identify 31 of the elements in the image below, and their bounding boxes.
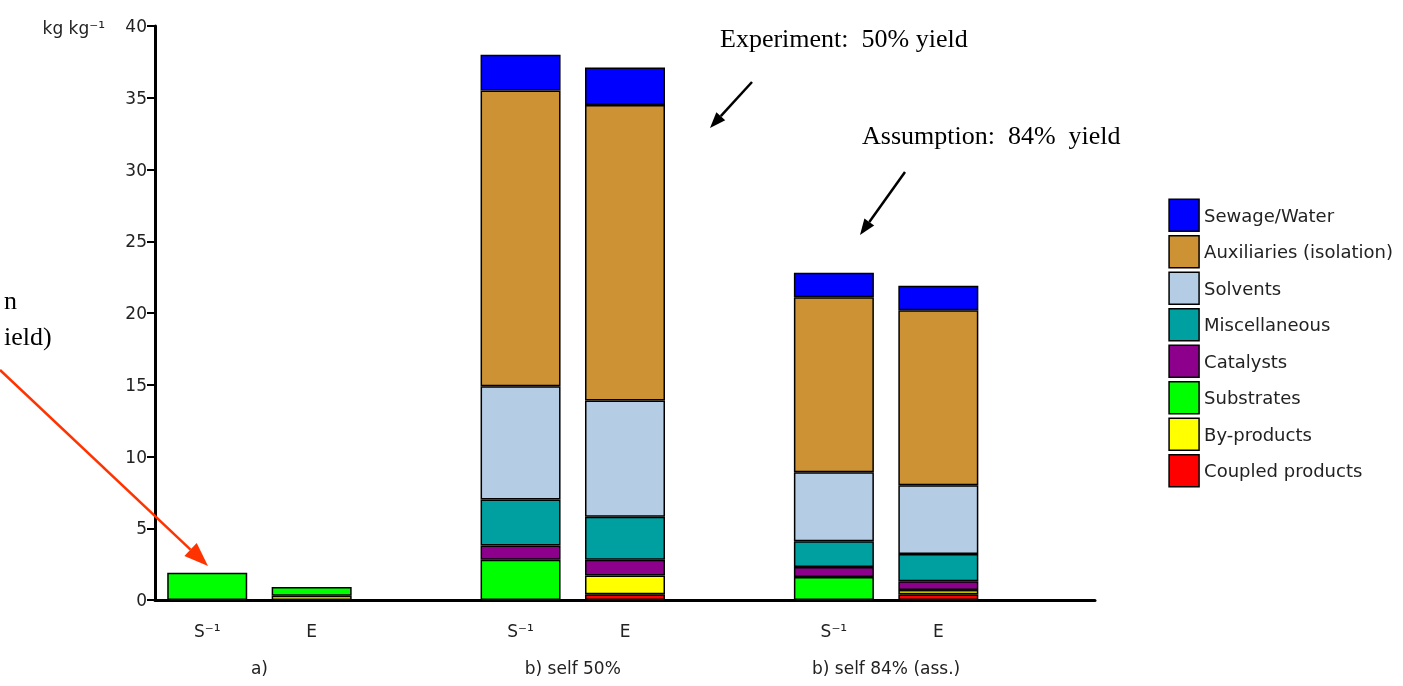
legend-label: Miscellaneous <box>1204 314 1331 336</box>
annotation: Assumption: 84% yield <box>862 120 1121 150</box>
text: b) self 50% <box>524 658 621 678</box>
y-tick-label: 0 <box>136 590 147 610</box>
y-tick-label: 5 <box>136 518 147 539</box>
y-axis-title: kg kg⁻¹ <box>42 17 105 38</box>
x-tick-label: E <box>619 620 631 641</box>
x-tick-label: E <box>932 620 944 641</box>
legend-label: By-products <box>1204 423 1312 445</box>
y-tick-label: 35 <box>125 87 147 108</box>
text: a) <box>250 658 268 678</box>
text: b) self 84% (ass.) <box>811 658 961 678</box>
legend-label: Substrates <box>1204 387 1301 409</box>
legend-label: Solvents <box>1204 277 1282 299</box>
legend-label: Catalysts <box>1204 350 1288 372</box>
y-tick-label: 30 <box>125 159 147 180</box>
text: n ield) <box>4 285 52 351</box>
bar <box>271 587 352 596</box>
y-tick-label: 25 <box>125 231 147 252</box>
annotation: Experiment: 50% yield <box>720 23 968 53</box>
y-tick-label: 40 <box>125 16 147 36</box>
y-tick-label: 10 <box>125 446 147 467</box>
legend-label: Sewage/Water <box>1204 204 1335 226</box>
x-tick-label: S⁻¹ <box>193 620 221 641</box>
x-tick-label: S⁻¹ <box>507 620 534 641</box>
legend-label: Coupled products <box>1204 460 1363 482</box>
y-tick-label: 15 <box>125 374 147 395</box>
y-tick-label: 20 <box>125 303 147 323</box>
x-tick-label: S⁻¹ <box>820 620 848 641</box>
legend-label: Auxiliaries (isolation) <box>1204 241 1394 263</box>
x-tick-label: E <box>306 620 318 641</box>
